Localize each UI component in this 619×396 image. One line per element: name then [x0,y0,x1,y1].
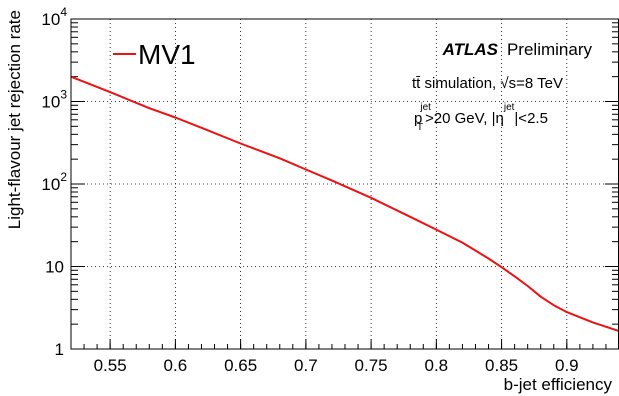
cut-pt-subscript: T [417,122,423,133]
series-line-mv1 [70,75,619,333]
cut-pt-symbol: p [414,110,422,127]
legend-label-mv1: MV1 [138,39,196,70]
cut-pt-rest: >20 GeV, |η [425,110,504,127]
x-tick-label: 0.7 [294,356,318,375]
series-layer [70,75,619,333]
minor-ticks [70,22,619,349]
y-axis-label: Light-flavour jet rejection rate [5,10,24,229]
sample-label: tt̄ simulation, √s=8 TeV [412,75,563,92]
x-tick-label: 0.6 [164,356,188,375]
cut-label: pjet T>20 GeV, |ηjet|<2.5 [414,102,548,133]
legend: MV1 [113,39,196,70]
y-tick-label: 103 [41,88,67,112]
y-tick-label: 104 [41,5,67,29]
cut-eta-rest: |<2.5 [514,110,548,127]
status-label: Preliminary [507,40,593,59]
annotation-block: ATLAS Preliminary tt̄ simulation, √s=8 Te… [412,40,592,133]
experiment-label-line: ATLAS Preliminary [442,40,593,59]
x-tick-label: 0.75 [355,356,388,375]
x-tick-label: 0.55 [94,356,127,375]
cut-eta-superscript: jet [503,102,515,113]
x-tick-label: 0.8 [425,356,449,375]
y-tick-label: 102 [41,170,67,194]
atlas-label: ATLAS [442,40,499,59]
x-tick-label: 0.85 [485,356,518,375]
x-tick-label: 0.65 [224,356,257,375]
y-tick-labels: 1 10 102 103 104 [41,5,67,359]
cut-pt-superscript: jet [419,102,431,113]
y-tick-label: 10 [45,258,64,277]
grid-lines [71,19,619,349]
y-tick-label: 1 [55,340,64,359]
x-tick-labels: 0.55 0.6 0.65 0.7 0.75 0.8 0.85 0.9 [94,356,579,375]
x-axis-label: b-jet efficiency [504,375,613,394]
x-tick-label: 0.9 [555,356,579,375]
